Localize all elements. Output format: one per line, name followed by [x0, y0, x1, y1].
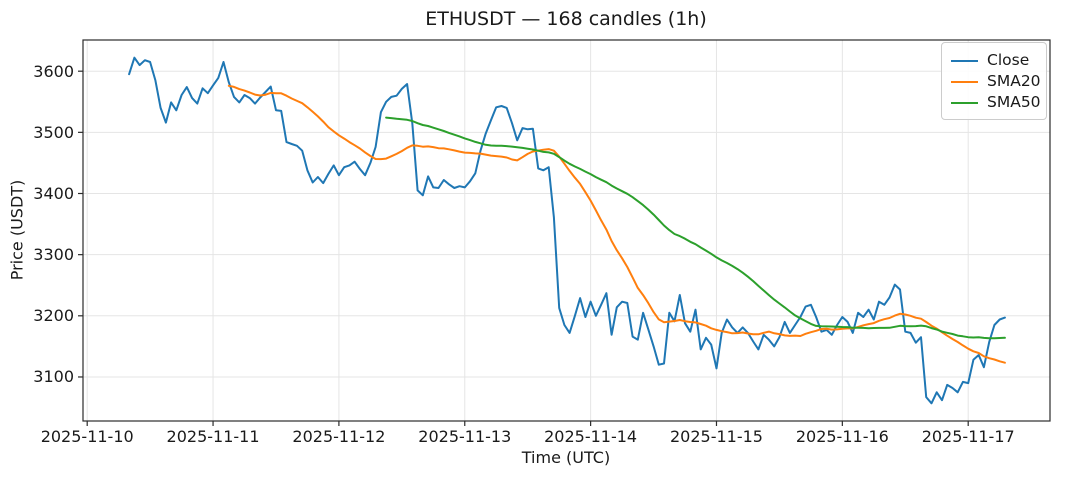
legend-line-sma20-icon: [951, 80, 978, 83]
x-tick-label: 2025-11-13: [418, 427, 512, 446]
x-tick-label: 2025-11-14: [544, 427, 638, 446]
x-tick-label: 2025-11-10: [40, 427, 134, 446]
legend: Close SMA20 SMA50: [941, 42, 1047, 120]
chart-title: ETHUSDT — 168 candles (1h): [425, 8, 707, 30]
x-tick-label: 2025-11-16: [795, 427, 889, 446]
legend-label-sma20: SMA20: [987, 72, 1041, 90]
x-tick-label: 2025-11-17: [921, 427, 1015, 446]
y-tick-label: 3600: [33, 61, 74, 81]
x-tick-label: 2025-11-12: [292, 427, 386, 446]
y-tick-label: 3400: [33, 184, 74, 203]
y-tick-label: 3500: [33, 122, 74, 142]
legend-label-close: Close: [987, 51, 1030, 69]
legend-item-sma20: SMA20: [951, 71, 1041, 92]
legend-line-sma50-icon: [951, 101, 978, 104]
y-tick-label: 3100: [33, 367, 74, 387]
y-tick-label: 3300: [33, 245, 74, 265]
legend-item-close: Close: [951, 50, 1038, 71]
legend-item-sma50: SMA50: [951, 92, 1041, 113]
x-axis-label: Time (UTC): [521, 448, 611, 467]
legend-label-sma50: SMA50: [987, 93, 1041, 111]
x-tick-label: 2025-11-15: [669, 427, 763, 446]
legend-line-close-icon: [951, 59, 978, 62]
x-tick-label: 2025-11-11: [166, 427, 260, 446]
y-tick-label: 3200: [33, 306, 74, 326]
